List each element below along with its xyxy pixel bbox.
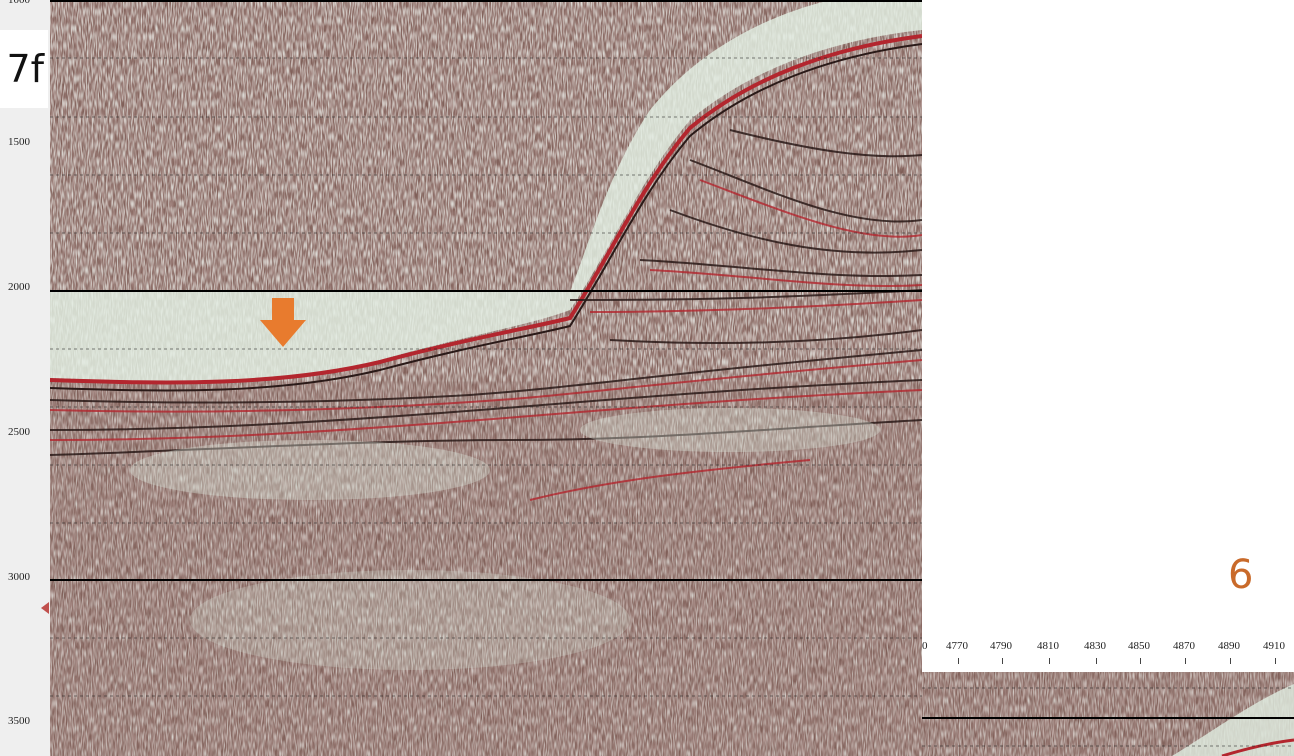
depth-tick-label: 3000 bbox=[8, 571, 30, 583]
x-tick bbox=[1049, 658, 1050, 664]
down-arrow-icon bbox=[260, 298, 306, 347]
x-tick bbox=[1185, 658, 1186, 664]
page-number: 6 bbox=[1228, 552, 1254, 598]
slide-label: 7f bbox=[0, 30, 48, 108]
depth-axis: 1000 1500 2000 2500 3000 3500 bbox=[0, 0, 50, 756]
depth-tick-label: 2500 bbox=[8, 426, 30, 438]
x-tick-label: 4870 bbox=[1173, 640, 1195, 652]
x-tick bbox=[1002, 658, 1003, 664]
x-tick bbox=[1275, 658, 1276, 664]
x-tick-label: 4810 bbox=[1037, 640, 1059, 652]
x-tick bbox=[1140, 658, 1141, 664]
x-tick-label: 4770 bbox=[946, 640, 968, 652]
x-tick-label: 4850 bbox=[1128, 640, 1150, 652]
x-tick-label: 4830 bbox=[1084, 640, 1106, 652]
x-tick bbox=[1096, 658, 1097, 664]
depth-tick-label: 1500 bbox=[8, 136, 30, 148]
x-tick bbox=[958, 658, 959, 664]
seismic-inset bbox=[922, 672, 1294, 756]
x-tick-label: 4910 bbox=[1263, 640, 1285, 652]
inset-x-axis: 0 4770 4790 4810 4830 4850 4870 4890 491… bbox=[922, 636, 1294, 672]
seismic-inset-image bbox=[922, 672, 1294, 756]
seismic-image bbox=[50, 0, 922, 756]
x-tick bbox=[1230, 658, 1231, 664]
depth-tick-label: 3500 bbox=[8, 715, 30, 727]
x-tick-label: 0 bbox=[922, 640, 928, 652]
triangle-marker-icon bbox=[41, 602, 49, 614]
x-tick-label: 4790 bbox=[990, 640, 1012, 652]
x-tick-label: 4890 bbox=[1218, 640, 1240, 652]
depth-tick-label: 2000 bbox=[8, 281, 30, 293]
seismic-section bbox=[50, 0, 922, 756]
depth-tick-label: 1000 bbox=[8, 0, 30, 6]
